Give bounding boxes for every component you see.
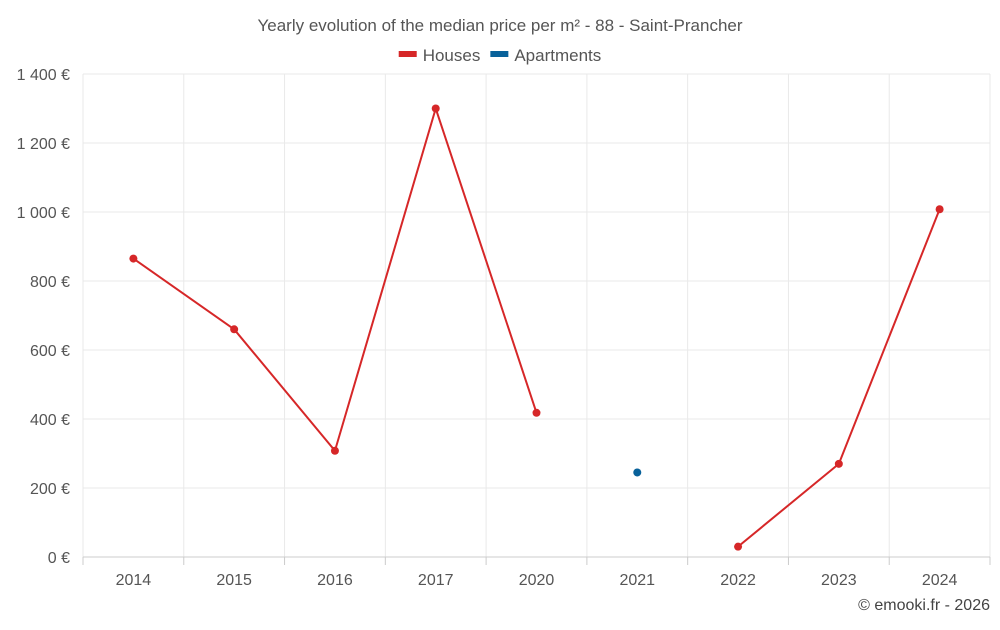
- houses-point[interactable]: [935, 205, 944, 214]
- houses-point[interactable]: [129, 254, 138, 263]
- text-layer: Yearly evolution of the median price per…: [257, 16, 990, 614]
- y-tick-label: 200 €: [30, 481, 70, 498]
- y-tick-label: 800 €: [30, 274, 70, 291]
- x-tick-label: 2021: [619, 572, 655, 589]
- houses-line: [132, 107, 538, 452]
- apartments-point[interactable]: [633, 468, 642, 477]
- grid-layer: [82, 73, 991, 557]
- houses-point[interactable]: [532, 408, 541, 417]
- y-tick-label: 400 €: [30, 412, 70, 429]
- x-tick-label: 2020: [519, 572, 555, 589]
- legend-swatch-houses[interactable]: [398, 51, 417, 57]
- axis-layer: 0 € 200 € 400 € 600 € 800 € 1 000 € 1 200 € 1 4…: [17, 67, 991, 589]
- houses-point[interactable]: [330, 446, 339, 455]
- y-tick-label: 0 €: [48, 550, 70, 567]
- x-tick-label: 2023: [821, 572, 857, 589]
- x-tick-label: 2015: [216, 572, 252, 589]
- houses-point[interactable]: [230, 325, 239, 334]
- houses-point[interactable]: [431, 104, 440, 113]
- houses-line: [737, 208, 941, 548]
- credit-text: © emooki.fr - 2026: [858, 597, 990, 614]
- x-tick-label: 2016: [317, 572, 353, 589]
- x-tick-label: 2014: [116, 572, 152, 589]
- houses-point[interactable]: [734, 542, 743, 551]
- y-tick-label: 1 400 €: [17, 67, 70, 84]
- y-tick-label: 600 €: [30, 343, 70, 360]
- houses-point[interactable]: [834, 459, 843, 468]
- legend: Houses Apartments: [398, 46, 601, 65]
- series-layer: [129, 104, 944, 551]
- x-tick-label: 2024: [922, 572, 958, 589]
- y-tick-label: 1 200 €: [17, 136, 70, 153]
- chart-title: Yearly evolution of the median price per…: [257, 16, 742, 35]
- y-tick-label: 1 000 €: [17, 205, 70, 222]
- legend-swatch-apartments[interactable]: [490, 51, 509, 57]
- x-tick-label: 2022: [720, 572, 756, 589]
- legend-label-houses[interactable]: Houses: [423, 46, 481, 65]
- x-tick-label: 2017: [418, 572, 454, 589]
- legend-label-apartments[interactable]: Apartments: [514, 46, 601, 65]
